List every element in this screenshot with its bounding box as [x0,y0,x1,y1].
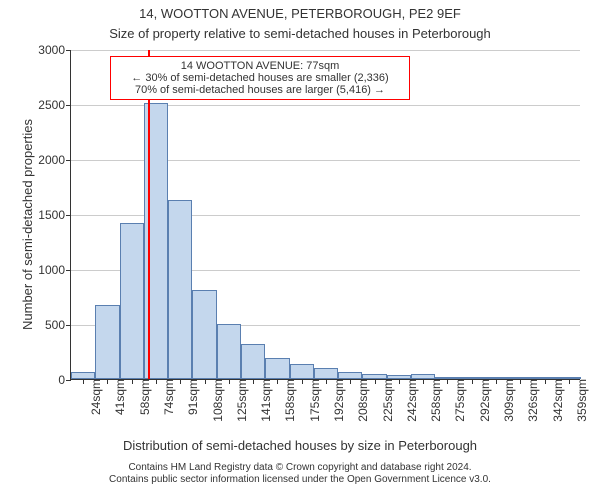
histogram-bar [241,344,265,379]
chart-root: { "chart": { "type": "histogram", "title… [0,0,600,500]
y-tick-label: 2500 [38,98,71,112]
x-tick-label: 192sqm [330,379,346,422]
x-tick-label: 158sqm [281,379,297,422]
histogram-bar [120,223,144,379]
histogram-bar [314,368,338,379]
x-tick [83,379,84,384]
callout-line: 14 WOOTTON AVENUE: 77sqm [117,60,403,72]
x-tick-label: 242sqm [403,379,419,422]
x-tick [326,379,327,384]
x-tick-label: 342sqm [549,379,565,422]
x-tick-label: 208sqm [354,379,370,422]
x-tick-label: 41sqm [111,379,127,415]
x-tick [302,379,303,384]
x-tick-label: 258sqm [427,379,443,422]
histogram-bar [192,290,216,379]
histogram-bar [265,358,289,379]
x-tick-label: 58sqm [136,379,152,415]
x-tick [156,379,157,384]
x-tick-label: 326sqm [524,379,540,422]
x-tick [229,379,230,384]
x-tick-label: 125sqm [233,379,249,422]
y-tick-label: 1500 [38,208,71,222]
x-tick [447,379,448,384]
x-tick [107,379,108,384]
chart-title: 14, WOOTTON AVENUE, PETERBOROUGH, PE2 9E… [0,6,600,21]
footer-line: Contains public sector information licen… [0,474,600,486]
x-axis-label: Distribution of semi-detached houses by … [0,438,600,453]
x-tick-label: 225sqm [379,379,395,422]
x-tick [496,379,497,384]
x-tick [180,379,181,384]
histogram-bar [95,305,119,379]
y-tick-label: 2000 [38,153,71,167]
x-tick [132,379,133,384]
x-tick-label: 292sqm [476,379,492,422]
x-tick-label: 175sqm [306,379,322,422]
footer-attribution: Contains HM Land Registry data © Crown c… [0,462,600,486]
x-tick [375,379,376,384]
histogram-bar [338,372,362,379]
chart-subtitle: Size of property relative to semi-detach… [0,26,600,41]
x-tick [350,379,351,384]
callout-line: 70% of semi-detached houses are larger (… [117,84,403,96]
y-tick-label: 500 [45,318,71,332]
x-tick-label: 74sqm [160,379,176,415]
histogram-bar [290,364,314,379]
x-tick [253,379,254,384]
x-tick-label: 141sqm [257,379,273,422]
x-tick-label: 91sqm [184,379,200,415]
footer-line: Contains HM Land Registry data © Crown c… [0,462,600,474]
x-tick [472,379,473,384]
x-tick-label: 24sqm [87,379,103,415]
x-tick-label: 275sqm [451,379,467,422]
histogram-bar [71,372,95,379]
x-tick [520,379,521,384]
x-tick [277,379,278,384]
histogram-bar [217,324,241,379]
x-tick [569,379,570,384]
callout-line: ← 30% of semi-detached houses are smalle… [117,72,403,84]
y-axis-label: Number of semi-detached properties [20,119,35,330]
y-tick-label: 0 [58,373,71,387]
x-tick [205,379,206,384]
x-tick-label: 108sqm [209,379,225,422]
x-tick-label: 309sqm [500,379,516,422]
x-tick-label: 359sqm [573,379,589,422]
histogram-bar [168,200,192,379]
x-tick [423,379,424,384]
callout-box: 14 WOOTTON AVENUE: 77sqm← 30% of semi-de… [110,56,410,100]
x-tick [399,379,400,384]
y-tick-label: 3000 [38,43,71,57]
x-tick [545,379,546,384]
y-tick-label: 1000 [38,263,71,277]
